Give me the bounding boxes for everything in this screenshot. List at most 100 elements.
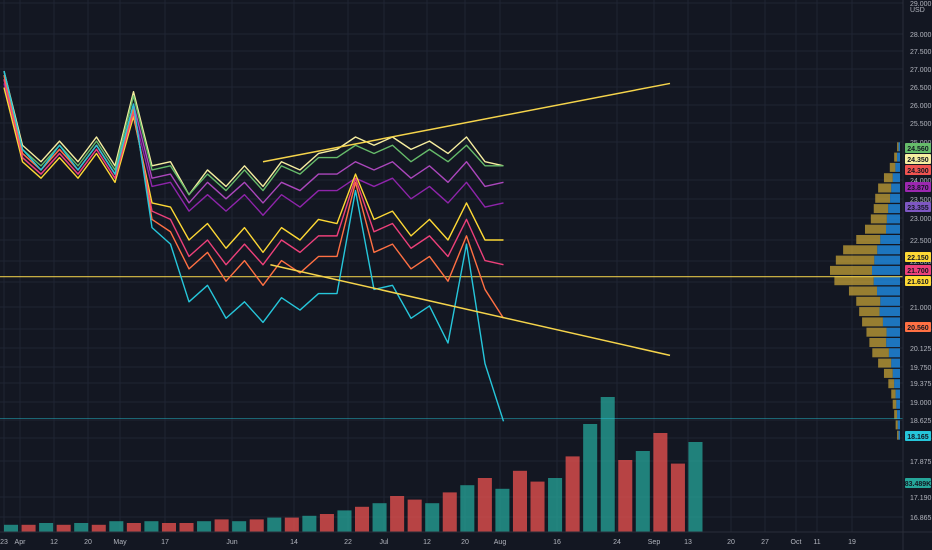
volume-bar (267, 517, 282, 532)
volume-bar (565, 456, 580, 532)
profile-bar-down (897, 410, 900, 420)
profile-bar-up (834, 276, 874, 286)
profile-bar-down (891, 183, 900, 193)
volume-bar (390, 496, 405, 532)
price-label-bg (905, 154, 931, 164)
profile-bar-up (870, 214, 887, 224)
profile-bar-up (883, 368, 893, 378)
trendlines[interactable] (262, 82, 671, 357)
trendline[interactable] (262, 82, 671, 163)
x-tick-label: 12 (423, 539, 431, 546)
profile-bar-down (895, 389, 900, 399)
x-tick-label: Jul (380, 539, 389, 546)
volume-bar (249, 519, 264, 532)
profile-bar-up (889, 162, 896, 172)
price-label-text: 83.489K (905, 481, 931, 488)
volume-bar (372, 503, 387, 532)
profile-bar-up (865, 224, 886, 234)
volume-bar (4, 524, 19, 532)
volume-bar (74, 523, 89, 532)
volume-bar (635, 451, 650, 532)
series-line (3, 75, 504, 196)
volume-bar (442, 492, 457, 532)
profile-bar-up (856, 296, 881, 306)
profile-bar-down (894, 379, 900, 389)
profile-bar-down (880, 235, 900, 244)
y-tick-label: 18.625 (910, 418, 932, 425)
trendline[interactable] (270, 263, 671, 357)
volume-bar (126, 523, 141, 532)
price-labels: 24.560 24.350 24.300 23.870 23.355 22.150 21.7… (905, 143, 931, 488)
price-label-text: 24.350 (907, 157, 929, 164)
price-label-bg (905, 252, 931, 262)
volume-bar (144, 521, 159, 532)
volume-bar (91, 524, 106, 532)
y-tick-label: 16.865 (910, 515, 932, 522)
volume-bar (179, 523, 194, 532)
x-tick-label: 19 (848, 539, 856, 546)
horizontal-levels[interactable] (0, 276, 903, 420)
profile-bar-down (877, 286, 900, 296)
price-label-bg (905, 202, 931, 212)
volume-bar (109, 521, 124, 532)
y-tick-label: 27.500 (910, 49, 932, 56)
profile-bar-up (894, 152, 898, 162)
profile-bar-up (872, 348, 889, 358)
profile-bar-up (856, 235, 881, 244)
y-tick-label: 26.000 (910, 103, 932, 110)
y-tick-label: 24.000 (910, 178, 932, 185)
currency-label: USD (910, 7, 925, 14)
y-tick-label: 20.125 (910, 346, 932, 353)
series-line (3, 79, 504, 266)
y-tick-label: 25.500 (910, 121, 932, 128)
x-tick-label: 20 (461, 539, 469, 546)
price-label-text: 23.355 (907, 205, 929, 212)
volume-bars (4, 397, 703, 532)
profile-bar-down (872, 265, 900, 275)
x-tick-label: May (113, 539, 127, 546)
volume-bar (21, 524, 36, 532)
price-label-text: 21.700 (907, 268, 929, 275)
y-tick-label: 17.190 (910, 495, 932, 502)
profile-bar-down (888, 348, 900, 358)
profile-bar-up (869, 338, 887, 347)
volume-bar (39, 523, 54, 532)
y-tick-label: 23.000 (910, 216, 932, 223)
volume-bar (161, 523, 176, 532)
price-label-text: 24.300 (907, 168, 929, 175)
price-label-bg (905, 165, 931, 175)
volume-bar (670, 463, 685, 532)
price-label-bg (905, 478, 931, 488)
volume-bar (214, 519, 229, 532)
x-tick-label: 13 (684, 539, 692, 546)
x-tick-label: 17 (161, 539, 169, 546)
price-label-text: 21.610 (907, 279, 929, 286)
volume-bar (618, 460, 633, 532)
time-axis[interactable]: 23 Apr 12 20 May 17 Jun 14 22 Jul 12 20 Aug 16 24 Sep 13… (0, 531, 932, 546)
volume-bar (197, 521, 212, 532)
volume-bar (337, 510, 352, 532)
profile-bar-up (859, 307, 880, 317)
x-tick-label: 16 (553, 539, 561, 546)
volume-bar (232, 521, 247, 532)
profile-bar-down (874, 255, 900, 265)
x-tick-label: 12 (50, 539, 58, 546)
profile-bar-down (898, 142, 900, 152)
profile-bar-up (862, 317, 883, 327)
series-line (3, 87, 504, 254)
profile-bar-up (897, 142, 899, 152)
series-line (3, 70, 505, 422)
price-label-text: 23.870 (907, 185, 929, 192)
y-tick-label: 21.000 (910, 305, 932, 312)
volume-bar (355, 506, 370, 532)
profile-bar-down (892, 368, 900, 378)
price-label-text: 22.150 (907, 255, 929, 262)
profile-bar-down (896, 399, 900, 409)
volume-bar (319, 514, 334, 532)
profile-bar-down (877, 245, 900, 255)
profile-bar-up (883, 173, 893, 183)
volume-profile (830, 142, 900, 440)
volume-bar (600, 397, 615, 532)
price-label-bg (905, 182, 931, 192)
